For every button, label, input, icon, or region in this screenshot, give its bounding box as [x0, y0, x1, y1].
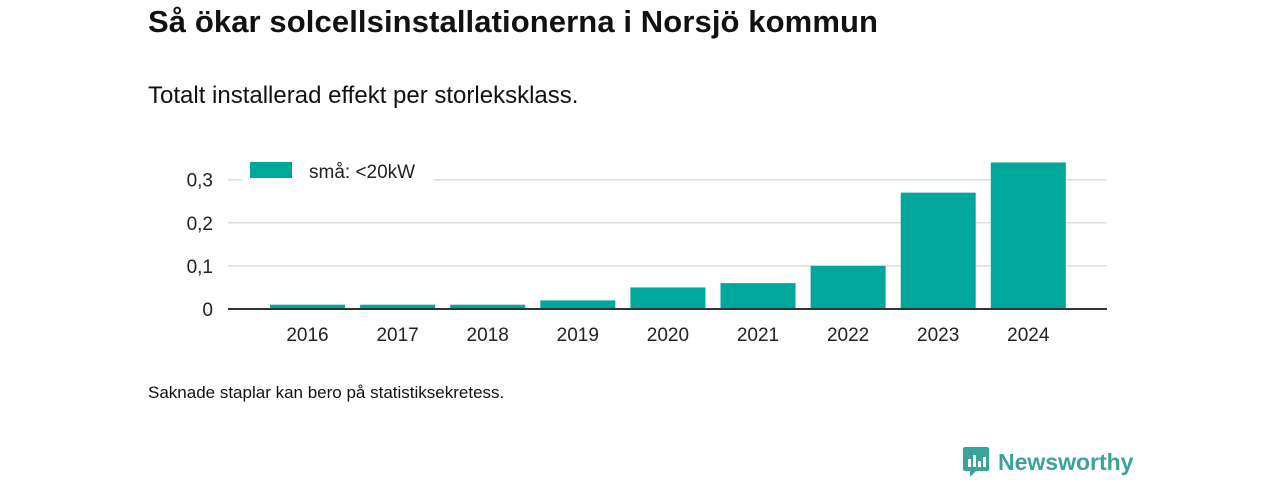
y-tick-label: 0 [202, 300, 213, 321]
y-tick-label: 0,2 [187, 214, 213, 235]
x-tick-label: 2024 [1007, 325, 1050, 346]
newsworthy-logo-icon [963, 447, 989, 477]
bar [810, 265, 886, 309]
legend-swatch [250, 162, 292, 178]
bar [270, 304, 345, 309]
chart-title: Så ökar solcellsinstallationerna i Norsj… [148, 4, 879, 39]
bar [540, 300, 616, 309]
footnote: Saknade staplar kan bero på statistiksek… [148, 383, 505, 402]
bar [360, 304, 436, 309]
newsworthy-logo: Newsworthy [962, 446, 1133, 478]
y-tick-label: 0,3 [187, 171, 213, 192]
bar [990, 162, 1066, 309]
legend-label: små: <20kW [309, 162, 415, 183]
bar [450, 304, 526, 309]
x-tick-label: 2022 [827, 325, 869, 346]
bar-chart: 0 0,1 0,2 0,3 2016 2017 2018 2019 2020 2021 2022 20… [187, 162, 1107, 346]
brand-name: Newsworthy [998, 448, 1134, 475]
x-tick-label: 2020 [647, 325, 689, 346]
x-tick-label: 2018 [467, 325, 509, 346]
x-tick-label: 2021 [737, 325, 779, 346]
x-tick-label: 2017 [376, 325, 418, 346]
x-tick-label: 2019 [557, 325, 599, 346]
bar [900, 192, 976, 309]
chart-subtitle: Totalt installerad effekt per storlekskl… [148, 82, 579, 109]
x-tick-label: 2023 [917, 325, 959, 346]
bar [630, 287, 706, 309]
x-tick-label: 2016 [286, 325, 328, 346]
y-tick-label: 0,1 [187, 257, 213, 278]
bar [720, 283, 796, 309]
